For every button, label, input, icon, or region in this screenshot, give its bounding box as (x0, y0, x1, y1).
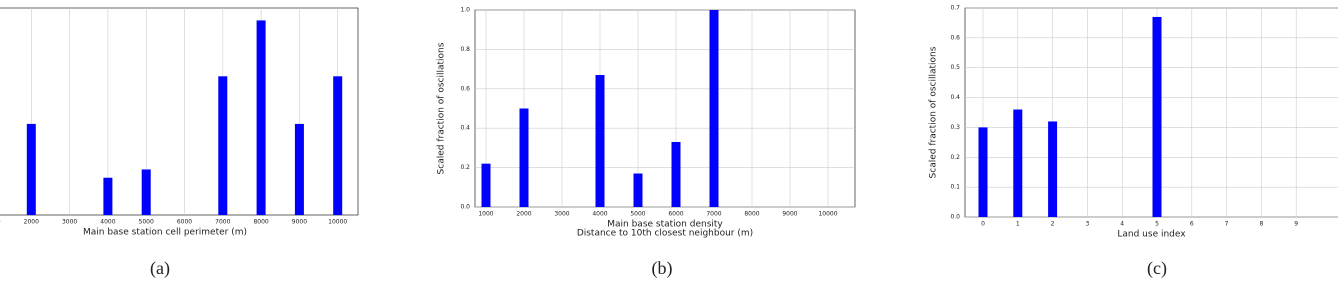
caption: (a) (150, 258, 170, 279)
y-tick-label: 0.2 (950, 154, 960, 161)
y-tick-label: 0.4 (950, 94, 960, 101)
x-tick-label: 3 (1085, 221, 1089, 228)
y-tick-label: 0.0 (460, 204, 470, 211)
y-tick-label: 0.5 (950, 64, 960, 71)
y-tick-label: 0.0 (950, 214, 960, 221)
x-tick-label: 0 (981, 221, 985, 228)
y-tick-label: 0.2 (460, 164, 470, 171)
x-tick-label: 2000 (516, 211, 531, 218)
y-tick-label: 0.7 (950, 5, 960, 12)
x-tick-label: 6000 (668, 211, 683, 218)
x-tick-label: 7 (1225, 221, 1229, 228)
x-axis-label: Distance to 10th closest neighbour (m) (577, 229, 753, 239)
x-tick-label: 5000 (630, 211, 645, 218)
bar (26, 123, 36, 215)
x-tick-label: 3000 (554, 211, 569, 218)
x-tick-label: 4000 (592, 211, 607, 218)
bar (481, 163, 491, 207)
x-tick-label: 8000 (744, 211, 759, 218)
x-tick-label: 1000 (0, 219, 1, 226)
x-tick-label: 4 (1120, 221, 1124, 228)
bar (141, 169, 151, 215)
y-tick-label: 0.4 (460, 125, 470, 132)
bar (978, 127, 988, 217)
x-axis-label: Land use index (1117, 230, 1186, 240)
y-tick-label: 0.6 (460, 85, 470, 92)
x-tick-label: 2000 (24, 219, 39, 226)
y-tick-label: 0.3 (950, 124, 960, 131)
x-tick-label: 9000 (292, 219, 307, 226)
x-tick-label: 10000 (818, 211, 837, 218)
x-tick-label: 1000 (478, 211, 493, 218)
x-axis-label: Main base station cell perimeter (m) (83, 228, 247, 238)
bar (103, 177, 113, 215)
x-tick-label: 5 (1155, 221, 1159, 228)
caption: (b) (652, 258, 673, 279)
bar (1152, 16, 1162, 218)
y-axis-label: Scaled fraction of oscillations (929, 46, 939, 178)
y-tick-label: 1.0 (460, 7, 470, 14)
caption: (c) (1147, 258, 1167, 279)
bar (519, 108, 529, 207)
x-tick-label: 7000 (215, 219, 230, 226)
x-tick-label: 8 (1259, 221, 1263, 228)
y-tick-label: 0.8 (460, 46, 470, 53)
bar (1048, 121, 1058, 217)
x-tick-label: 7000 (706, 211, 721, 218)
x-tick-label: 5000 (139, 219, 154, 226)
bar (595, 75, 605, 207)
x-tick-label: 8000 (253, 219, 268, 226)
bar (671, 141, 681, 207)
plot-area (964, 7, 1338, 218)
plot-area (474, 9, 856, 208)
y-tick-label: 0.6 (950, 34, 960, 41)
bar (294, 123, 304, 215)
x-tick-label: 4000 (100, 219, 115, 226)
bar (709, 10, 719, 207)
x-axis-label: Main base station density (607, 220, 723, 230)
x-tick-label: 9 (1294, 221, 1298, 228)
bar (333, 76, 343, 215)
bar (633, 173, 643, 207)
x-tick-label: 6000 (177, 219, 192, 226)
bar (256, 20, 266, 216)
bar (1013, 109, 1023, 217)
x-tick-label: 1 (1016, 221, 1020, 228)
bar (218, 76, 228, 215)
plot-area (0, 7, 359, 216)
y-tick-label: 0.1 (950, 184, 960, 191)
x-tick-label: 6 (1190, 221, 1194, 228)
x-tick-label: 2 (1051, 221, 1055, 228)
x-tick-label: 10000 (328, 219, 347, 226)
x-tick-label: 3000 (62, 219, 77, 226)
x-tick-label: 9000 (782, 211, 797, 218)
y-axis-label: Scaled fraction of oscillations (437, 42, 447, 174)
